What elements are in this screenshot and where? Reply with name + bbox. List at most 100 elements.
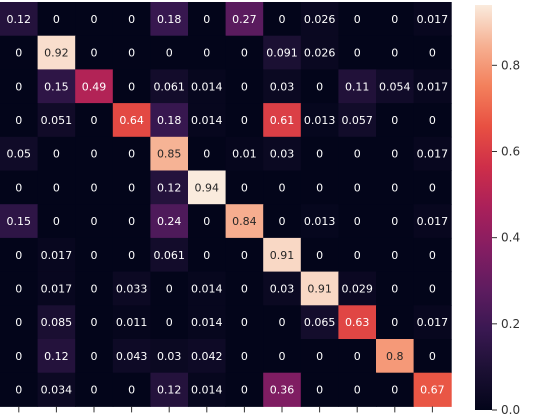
cell-label-r5-c6: 0: [241, 181, 248, 194]
cell-r7-c11: [413, 237, 452, 273]
cell-label-r6-c9: 0: [354, 215, 361, 228]
cell-label-r8-c7: 0.03: [270, 282, 295, 295]
cell-r6-c1: [37, 204, 76, 239]
cell-label-r7-c2: 0: [91, 249, 98, 262]
colorbar-tick-label-1: 0.2: [501, 317, 520, 331]
cell-label-r7-c3: 0: [128, 249, 135, 262]
cell-r11-c11: [413, 372, 452, 407]
cell-r6-c2: [75, 204, 114, 239]
cell-r6-c8: [300, 204, 339, 239]
cell-label-r2-c6: 0: [241, 80, 248, 93]
cell-r3-c7: [263, 103, 302, 138]
cell-label-r4-c1: 0: [53, 148, 60, 161]
cell-r3-c6: [225, 103, 264, 138]
cell-r8-c4: [150, 271, 189, 306]
cell-r11-c1: [37, 372, 76, 407]
cell-r7-c0: [0, 237, 39, 273]
cell-r8-c5: [188, 271, 227, 306]
cell-label-r1-c3: 0: [128, 47, 135, 60]
cell-r7-c4: [150, 237, 189, 273]
cell-label-r11-c1: 0.034: [41, 384, 73, 397]
cell-r0-c4: [150, 2, 189, 37]
cell-r11-c9: [338, 372, 377, 407]
heatmap-cells: [0, 2, 452, 407]
cell-r0-c2: [75, 2, 114, 37]
cell-label-r1-c1: 0.92: [44, 47, 69, 60]
cell-r10-c5: [188, 339, 227, 374]
cell-label-r7-c7: 0.91: [270, 249, 295, 262]
cell-r2-c2: [75, 69, 114, 104]
cell-r10-c4: [150, 339, 189, 374]
cell-label-r8-c0: 0: [15, 282, 22, 295]
cell-label-r3-c1: 0.051: [41, 114, 73, 127]
cell-label-r2-c9: 0.11: [345, 80, 370, 93]
cell-r9-c0: [0, 305, 39, 340]
cell-r3-c2: [75, 103, 114, 138]
cell-r4-c4: [150, 136, 189, 171]
cell-label-r0-c11: 0.017: [417, 13, 449, 26]
cell-r0-c9: [338, 2, 377, 37]
cell-r3-c0: [0, 103, 39, 138]
cell-r2-c4: [150, 69, 189, 104]
cell-r1-c1: [37, 35, 76, 70]
cell-label-r1-c0: 0: [15, 47, 22, 60]
cell-label-r6-c5: 0: [203, 215, 210, 228]
cell-r10-c0: [0, 339, 39, 374]
cell-r7-c3: [112, 237, 151, 273]
cell-label-r0-c3: 0: [128, 13, 135, 26]
cell-label-r3-c3: 0.64: [119, 114, 144, 127]
cell-label-r4-c10: 0: [391, 148, 398, 161]
cell-label-r8-c5: 0.014: [191, 282, 223, 295]
cell-label-r5-c9: 0: [354, 181, 361, 194]
cell-r9-c11: [413, 305, 452, 340]
cell-r0-c0: [0, 2, 39, 37]
cell-r4-c0: [0, 136, 39, 171]
cell-label-r5-c5: 0.94: [195, 181, 220, 194]
cell-r8-c11: [413, 271, 452, 306]
cell-r2-c1: [37, 69, 76, 104]
cell-r5-c10: [376, 170, 415, 205]
cell-label-r2-c1: 0.15: [44, 80, 69, 93]
cell-label-r11-c0: 0: [15, 384, 22, 397]
cell-label-r10-c7: 0: [279, 350, 286, 363]
cell-label-r4-c2: 0: [91, 148, 98, 161]
cell-label-r8-c11: 0: [429, 282, 436, 295]
cell-label-r9-c11: 0.017: [417, 316, 449, 329]
cell-r6-c4: [150, 204, 189, 239]
cell-label-r7-c0: 0: [15, 249, 22, 262]
cell-r5-c11: [413, 170, 452, 205]
cell-r4-c5: [188, 136, 227, 171]
cell-label-r2-c2: 0.49: [82, 80, 107, 93]
cell-label-r3-c4: 0.18: [157, 114, 182, 127]
cell-r10-c8: [300, 339, 339, 374]
cell-label-r6-c3: 0: [128, 215, 135, 228]
cell-r2-c7: [263, 69, 302, 104]
cell-label-r11-c5: 0.014: [191, 384, 223, 397]
cell-label-r1-c11: 0: [429, 47, 436, 60]
cell-r4-c1: [37, 136, 76, 171]
cell-r10-c9: [338, 339, 377, 374]
cell-r4-c7: [263, 136, 302, 171]
cell-label-r9-c7: 0: [279, 316, 286, 329]
cell-label-r10-c8: 0: [316, 350, 323, 363]
cell-label-r0-c5: 0: [203, 13, 210, 26]
cell-label-r8-c8: 0.91: [307, 282, 332, 295]
cell-r0-c11: [413, 2, 452, 37]
cell-label-r3-c7: 0.61: [270, 114, 295, 127]
cell-r8-c7: [263, 271, 302, 306]
cell-r0-c1: [37, 2, 76, 37]
cell-label-r0-c1: 0: [53, 13, 60, 26]
cell-r10-c1: [37, 339, 76, 374]
cell-r1-c10: [376, 35, 415, 70]
cell-r9-c6: [225, 305, 264, 340]
cell-r5-c4: [150, 170, 189, 205]
cell-label-r3-c8: 0.013: [304, 114, 336, 127]
cell-r3-c4: [150, 103, 189, 138]
cell-r6-c6: [225, 204, 264, 239]
cell-r3-c5: [188, 103, 227, 138]
cell-r8-c1: [37, 271, 76, 306]
cell-r4-c2: [75, 136, 114, 171]
cell-r5-c0: [0, 170, 39, 205]
cell-r8-c9: [338, 271, 377, 306]
cell-label-r10-c4: 0.03: [157, 350, 182, 363]
